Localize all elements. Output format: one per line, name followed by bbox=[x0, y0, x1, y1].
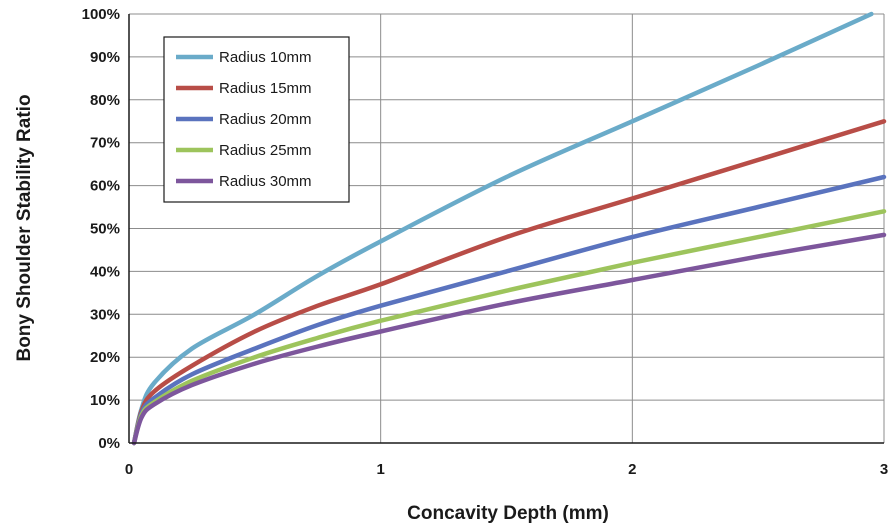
y-tick-label: 70% bbox=[90, 135, 120, 152]
y-tick-label: 100% bbox=[82, 6, 120, 23]
x-axis-label: Concavity Depth (mm) bbox=[407, 503, 609, 524]
axes bbox=[128, 14, 884, 444]
legend: Radius 10mm Radius 15mm Radius 20mm Radius … bbox=[163, 36, 350, 203]
legend-label-radius-15mm: Radius 15mm bbox=[219, 80, 312, 97]
y-tick-label: 0% bbox=[98, 435, 120, 452]
series-line-radius-20mm bbox=[131, 174, 887, 446]
y-tick-label: 10% bbox=[90, 392, 120, 409]
x-tick-label: 0 bbox=[125, 461, 133, 478]
series-line-radius-25mm bbox=[131, 209, 887, 446]
x-tick-label: 1 bbox=[376, 461, 384, 478]
legend-label-radius-25mm: Radius 25mm bbox=[219, 142, 312, 159]
tick-labels: 0% 10% 20% 30% 40% 50% 60% 70% 80% 90% 100% 0 1 2 3 bbox=[82, 6, 889, 478]
y-tick-label: 80% bbox=[90, 92, 120, 109]
y-tick-label: 40% bbox=[90, 263, 120, 280]
legend-label-radius-10mm: Radius 10mm bbox=[219, 49, 312, 66]
x-tick-label: 2 bbox=[628, 461, 636, 478]
y-tick-label: 90% bbox=[90, 49, 120, 66]
x-tick-label: 3 bbox=[880, 461, 888, 478]
legend-label-radius-30mm: Radius 30mm bbox=[219, 173, 312, 190]
y-axis-label: Bony Shoulder Stability Ratio bbox=[14, 94, 35, 361]
series-line-radius-10mm bbox=[131, 11, 874, 446]
y-tick-label: 30% bbox=[90, 306, 120, 323]
y-tick-label: 50% bbox=[90, 221, 120, 238]
series-line-radius-15mm bbox=[131, 119, 887, 446]
y-tick-label: 60% bbox=[90, 178, 120, 195]
legend-label-radius-20mm: Radius 20mm bbox=[219, 111, 312, 128]
series-lines bbox=[131, 11, 887, 446]
series-line-radius-30mm bbox=[131, 232, 887, 446]
y-tick-label: 20% bbox=[90, 349, 120, 366]
